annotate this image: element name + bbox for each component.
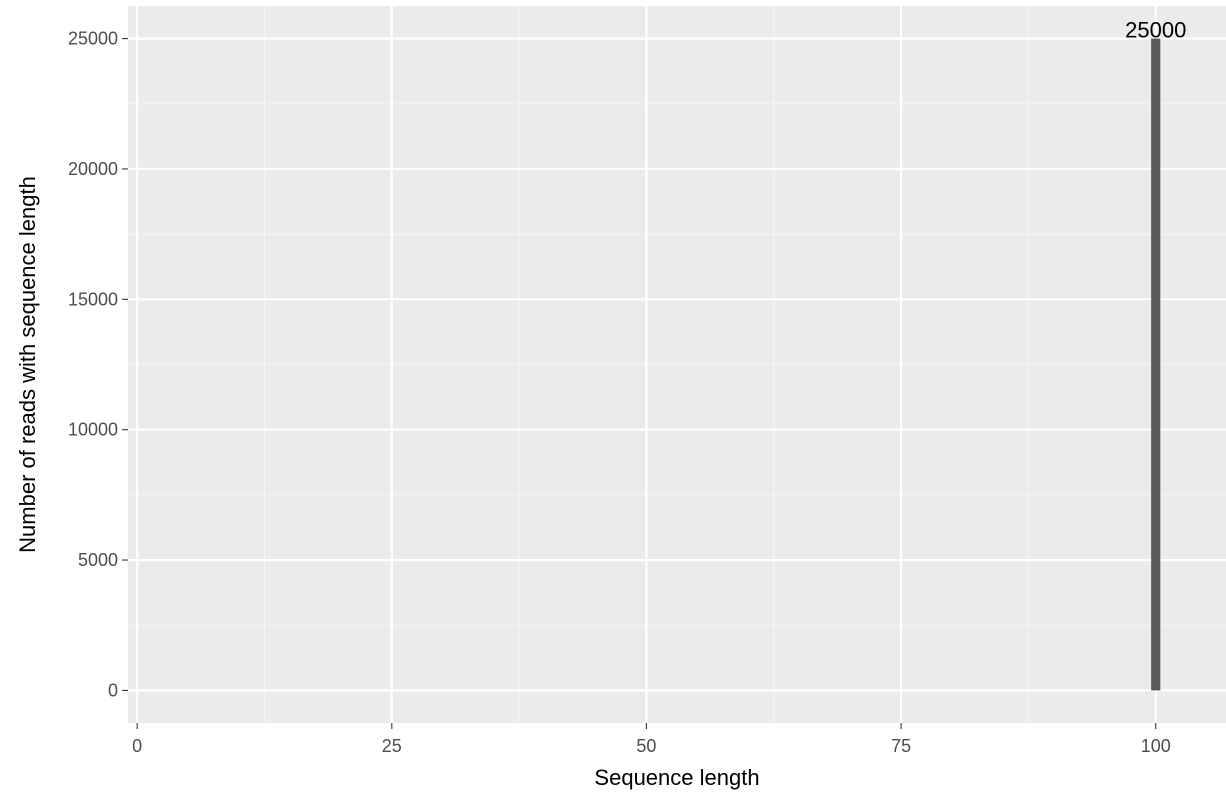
x-tick-label: 25 xyxy=(382,736,402,756)
bars xyxy=(1151,38,1161,691)
y-tick-label: 5000 xyxy=(78,550,118,570)
x-axis-title: Sequence length xyxy=(594,765,759,790)
y-tick-label: 20000 xyxy=(68,159,118,179)
y-tick-label: 25000 xyxy=(68,29,118,49)
y-tick-label: 0 xyxy=(108,680,118,700)
x-tick-label: 100 xyxy=(1141,736,1171,756)
y-axis: 0 5000 10000 15000 20000 25000 xyxy=(68,29,128,700)
grid-minor xyxy=(128,6,1226,723)
bar-data-label: 25000 xyxy=(1125,18,1186,43)
x-axis: 0 25 50 75 100 xyxy=(132,723,1171,756)
x-tick-label: 50 xyxy=(636,736,656,756)
x-tick-label: 0 xyxy=(132,736,142,756)
x-tick-label: 75 xyxy=(891,736,911,756)
y-axis-title: Number of reads with sequence length xyxy=(15,176,40,553)
bar xyxy=(1151,38,1161,691)
data-labels: 25000 xyxy=(1125,18,1186,43)
y-tick-label: 10000 xyxy=(68,420,118,440)
y-tick-label: 15000 xyxy=(68,289,118,309)
